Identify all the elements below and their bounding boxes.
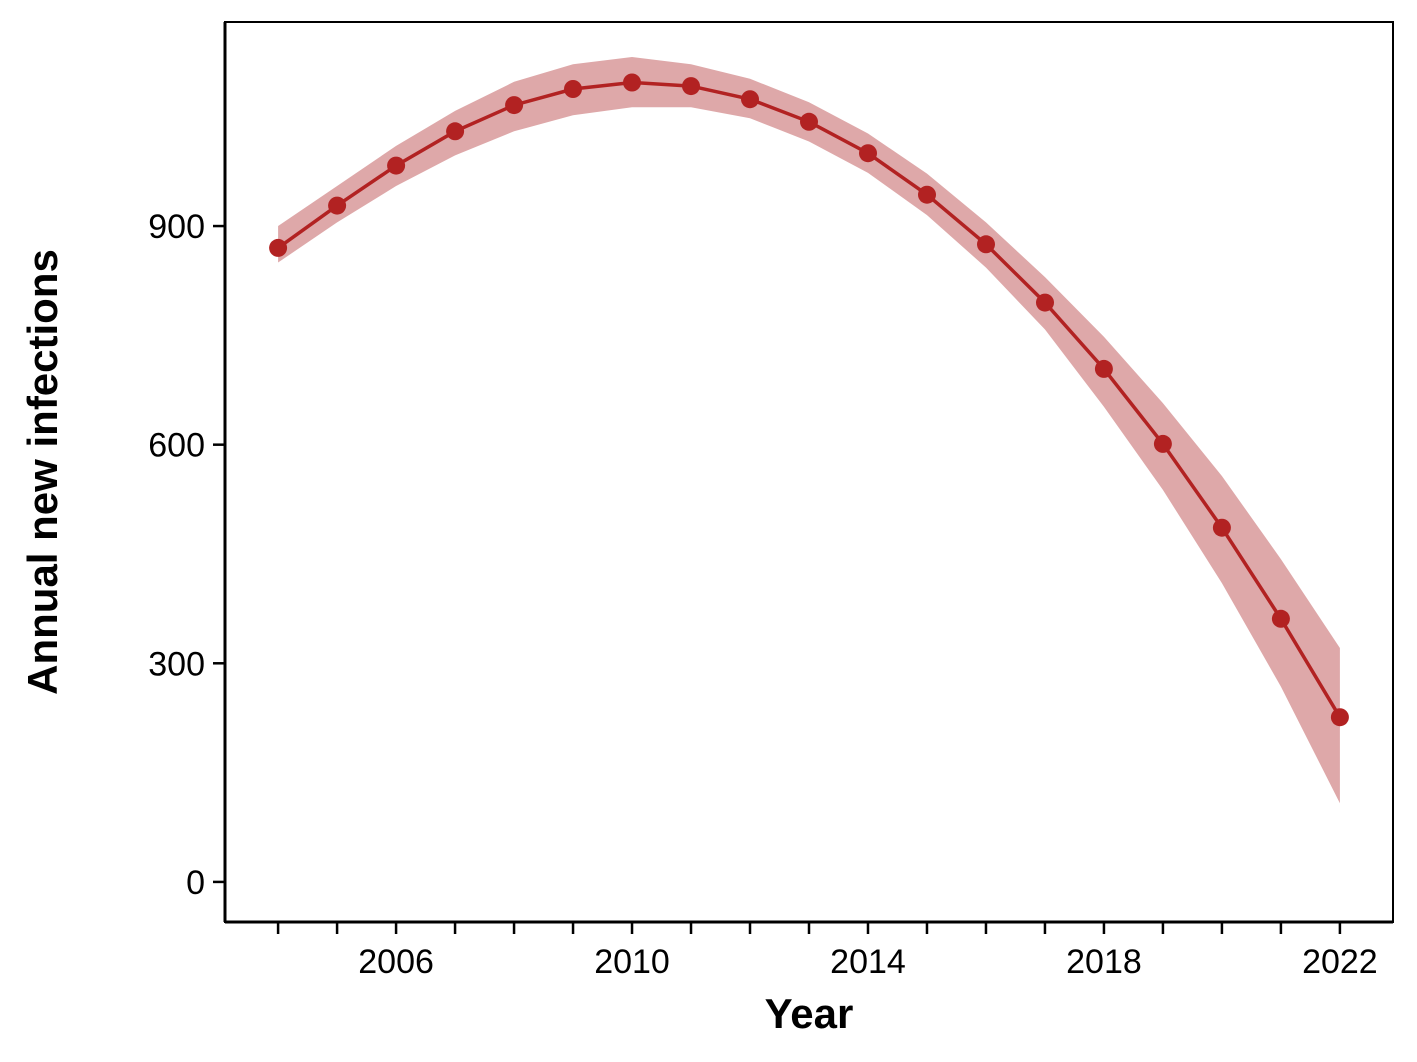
data-point-2011 <box>682 77 700 96</box>
y-tick-label-0: 0 <box>186 864 205 902</box>
x-tick-label-2022: 2022 <box>1302 943 1378 981</box>
axis-layer: 2006 2010 2014 2018 2022 0 300 600 900 <box>148 21 1394 981</box>
x-tick-label-2018: 2018 <box>1066 943 1142 981</box>
data-point-2008 <box>505 96 524 115</box>
data-point-2015 <box>918 185 936 204</box>
y-tick-label-300: 300 <box>148 645 205 683</box>
data-point-2012 <box>741 90 759 109</box>
data-point-2019 <box>1153 434 1172 453</box>
data-point-layer <box>269 73 1349 727</box>
data-point-2004 <box>269 238 288 257</box>
x-axis-title: Year <box>765 990 854 1037</box>
series-line <box>277 80 1342 719</box>
data-point-2022 <box>1330 708 1349 727</box>
data-point-2005 <box>328 196 347 215</box>
data-point-2016 <box>977 235 995 254</box>
data-point-2017 <box>1036 293 1054 312</box>
data-point-2010 <box>623 73 641 92</box>
y-tick-label-900: 900 <box>148 208 205 246</box>
x-tick-label-2014: 2014 <box>830 943 906 981</box>
confidence-band <box>278 57 1340 804</box>
series-line-layer <box>277 80 1342 719</box>
y-tick-label-600: 600 <box>148 427 205 465</box>
x-tick-label-2010: 2010 <box>594 943 670 981</box>
y-axis-title: Annual new infections <box>19 249 66 695</box>
data-point-2021 <box>1271 609 1290 628</box>
confidence-band-layer <box>278 57 1340 804</box>
data-point-2006 <box>387 156 406 175</box>
data-point-2009 <box>564 80 582 98</box>
data-point-2007 <box>446 122 465 141</box>
data-point-2014 <box>859 144 877 163</box>
data-point-2013 <box>800 112 818 131</box>
data-point-2020 <box>1212 518 1231 537</box>
data-point-2018 <box>1094 359 1113 378</box>
x-tick-label-2006: 2006 <box>358 943 434 981</box>
